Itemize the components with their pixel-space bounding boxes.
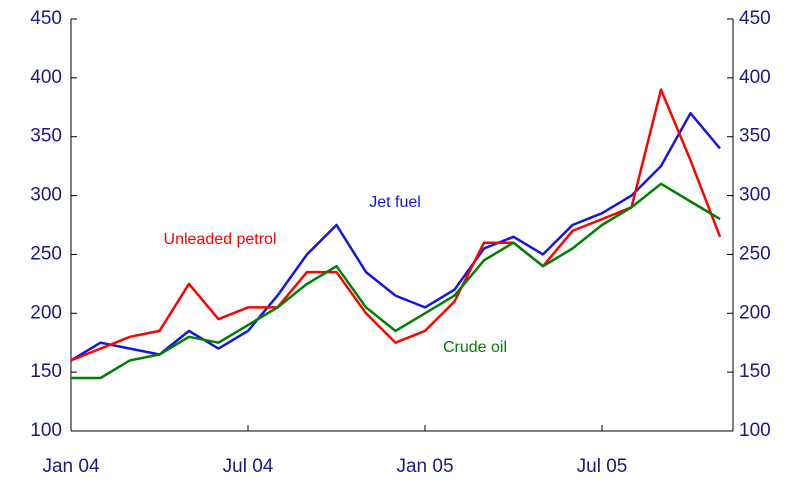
y2-tick-label: 250 xyxy=(739,243,771,264)
y2-tick-label: 450 xyxy=(739,8,771,29)
series-label: Jet fuel xyxy=(369,194,421,211)
y-tick-label: 400 xyxy=(30,67,62,88)
y-tick-label: 100 xyxy=(30,420,62,441)
series-line xyxy=(70,88,722,362)
y2-tick-label: 100 xyxy=(739,420,771,441)
y2-tick-label: 400 xyxy=(739,67,771,88)
series-line xyxy=(71,182,721,380)
y-tick-label: 450 xyxy=(30,8,62,29)
y2-tick-label: 350 xyxy=(739,126,771,147)
x-tick-label: Jul 04 xyxy=(223,456,274,477)
x-tick-label: Jan 04 xyxy=(42,456,99,477)
y-tick-label: 150 xyxy=(30,361,62,382)
y-tick-label: 300 xyxy=(30,185,62,206)
y-tick-label: 250 xyxy=(30,243,62,264)
series-label: Unleaded petrol xyxy=(164,231,277,248)
y-tick-label: 200 xyxy=(30,302,62,323)
y2-tick-label: 200 xyxy=(739,302,771,323)
y-tick-label: 350 xyxy=(30,126,62,147)
y2-tick-label: 300 xyxy=(739,185,771,206)
x-tick-label: Jul 05 xyxy=(577,456,628,477)
series-label: Crude oil xyxy=(443,339,507,356)
y2-tick-label: 150 xyxy=(739,361,771,382)
x-tick-label: Jan 05 xyxy=(396,456,453,477)
series-line xyxy=(70,111,721,362)
